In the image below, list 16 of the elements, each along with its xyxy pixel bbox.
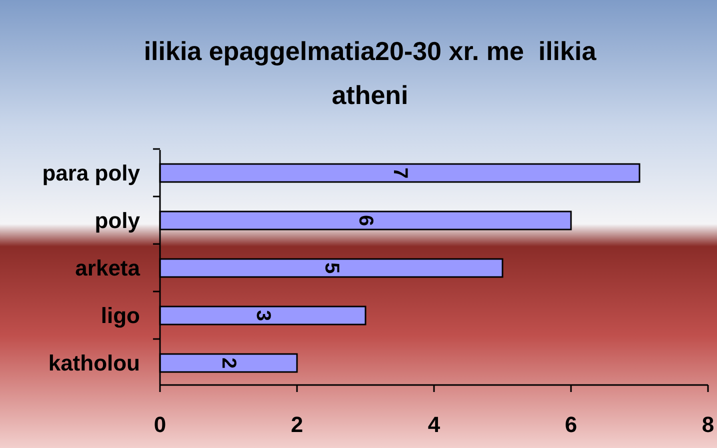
data-label: 7 xyxy=(388,167,411,179)
data-label: 3 xyxy=(252,310,274,322)
data-label: 6 xyxy=(354,214,376,226)
x-tick-label: 0 xyxy=(154,412,166,437)
x-tick-label: 8 xyxy=(702,412,714,437)
y-tick-label: poly xyxy=(94,208,141,233)
data-label: 2 xyxy=(218,357,240,369)
y-tick-label: para poly xyxy=(42,160,141,186)
chart-title: ilikia epaggelmatia20-30 xr. me ilikia atheni xyxy=(144,36,597,110)
y-tick-label: ligo xyxy=(100,303,140,328)
y-tick-label: katholou xyxy=(48,350,140,376)
y-tick-label: arketa xyxy=(75,256,141,280)
x-tick-label: 4 xyxy=(428,412,441,437)
x-tick-label: 6 xyxy=(564,412,578,437)
data-label: 5 xyxy=(320,262,342,274)
x-tick-label: 2 xyxy=(290,412,304,437)
